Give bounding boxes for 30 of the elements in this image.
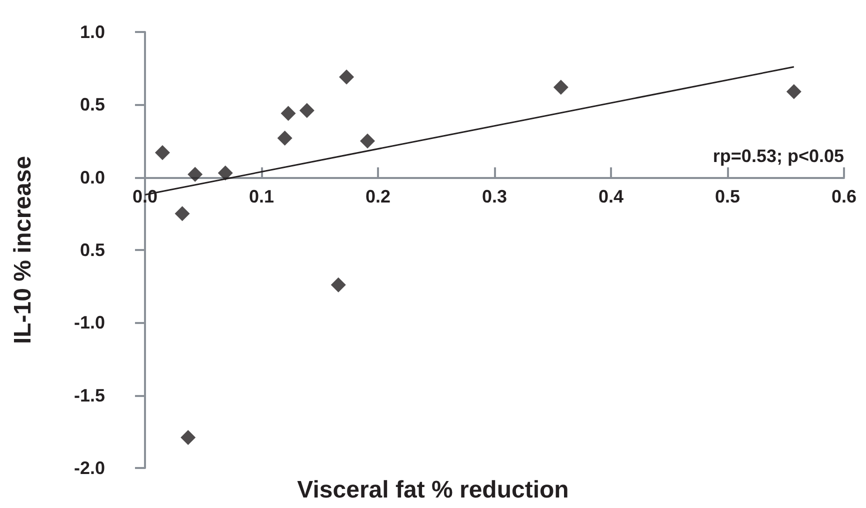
x-tick-label: 0.6 [831,186,857,206]
y-tick-label: -2.0 [74,458,105,478]
point [360,134,376,148]
point [553,80,568,95]
y-tick-label: -1.0 [74,312,105,333]
y-tick-label: 1.0 [80,22,105,42]
point [339,70,354,85]
x-tick-label: 0.1 [248,186,274,206]
point [277,130,292,146]
y-tick-label: 0.0 [80,167,105,188]
point [180,430,196,445]
x-tick-label: 0.3 [482,186,508,206]
point [154,145,170,160]
point [299,102,314,118]
y-tick-label: 0.5 [80,240,105,260]
x-tick-label: 0.0 [132,186,158,206]
point [280,106,296,121]
y-tick-label: -1.5 [74,385,105,406]
x-tick-label: 0.5 [714,186,740,206]
y-axis-title: IL-10 % increase [10,156,36,344]
point [188,166,203,182]
x-tick-label: 0.4 [598,186,624,206]
point [174,206,190,222]
point [786,84,802,100]
y-tick-label: 0.5 [80,94,105,115]
x-axis-title: Visceral fat % reduction [297,476,569,504]
x-tick-label: 0.2 [365,186,391,206]
point [218,165,233,180]
annotation: rp=0.53; p<0.05 [712,146,844,166]
point [330,277,346,292]
